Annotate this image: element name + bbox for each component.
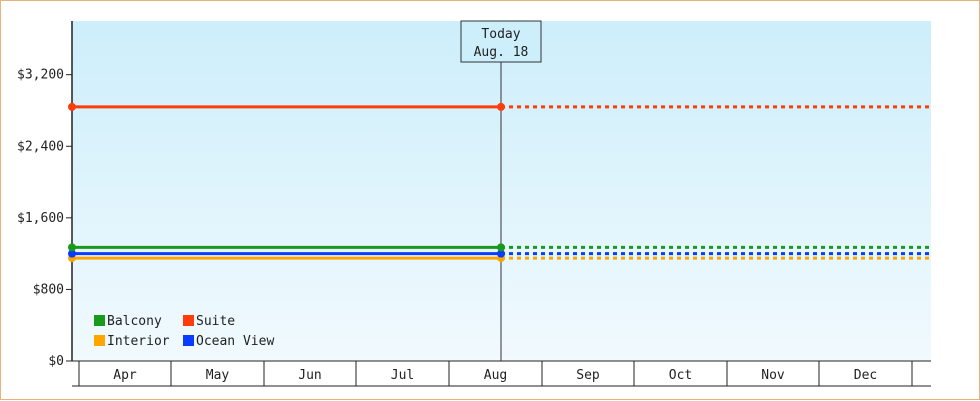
series-point-today <box>497 249 505 258</box>
y-tick-label: $3,200 <box>17 68 64 83</box>
x-tick-label: Jun <box>298 368 321 383</box>
legend-swatch <box>183 335 194 346</box>
series-point-start <box>68 249 76 258</box>
legend-swatch <box>94 315 105 326</box>
y-tick-label: $1,600 <box>17 211 64 226</box>
today-label-box <box>460 20 542 63</box>
y-tick-label: $0 <box>48 354 64 369</box>
series-point-start <box>68 102 76 111</box>
legend-label: Interior <box>107 334 170 349</box>
x-tick-label: Apr <box>113 368 137 383</box>
y-tick-label: $800 <box>33 282 64 297</box>
x-tick-label: May <box>206 368 230 383</box>
x-tick-label: Nov <box>761 368 785 383</box>
legend-swatch <box>94 335 105 346</box>
legend-label: Ocean View <box>196 334 274 349</box>
series-point-today <box>497 102 505 111</box>
x-tick-label: Aug <box>484 368 507 383</box>
legend-label: Suite <box>196 314 235 329</box>
y-tick-label: $2,400 <box>17 139 64 154</box>
series-point-start <box>68 243 76 252</box>
x-tick-label: Sep <box>576 368 600 383</box>
legend-label: Balcony <box>107 314 162 329</box>
today-label: Today <box>481 27 520 42</box>
x-tick-label: Dec <box>854 368 877 383</box>
legend-swatch <box>183 315 194 326</box>
series-point-today <box>497 243 505 252</box>
x-tick-label: Oct <box>669 368 692 383</box>
today-date: Aug. 18 <box>474 45 529 60</box>
x-tick-label: Jul <box>391 368 414 383</box>
